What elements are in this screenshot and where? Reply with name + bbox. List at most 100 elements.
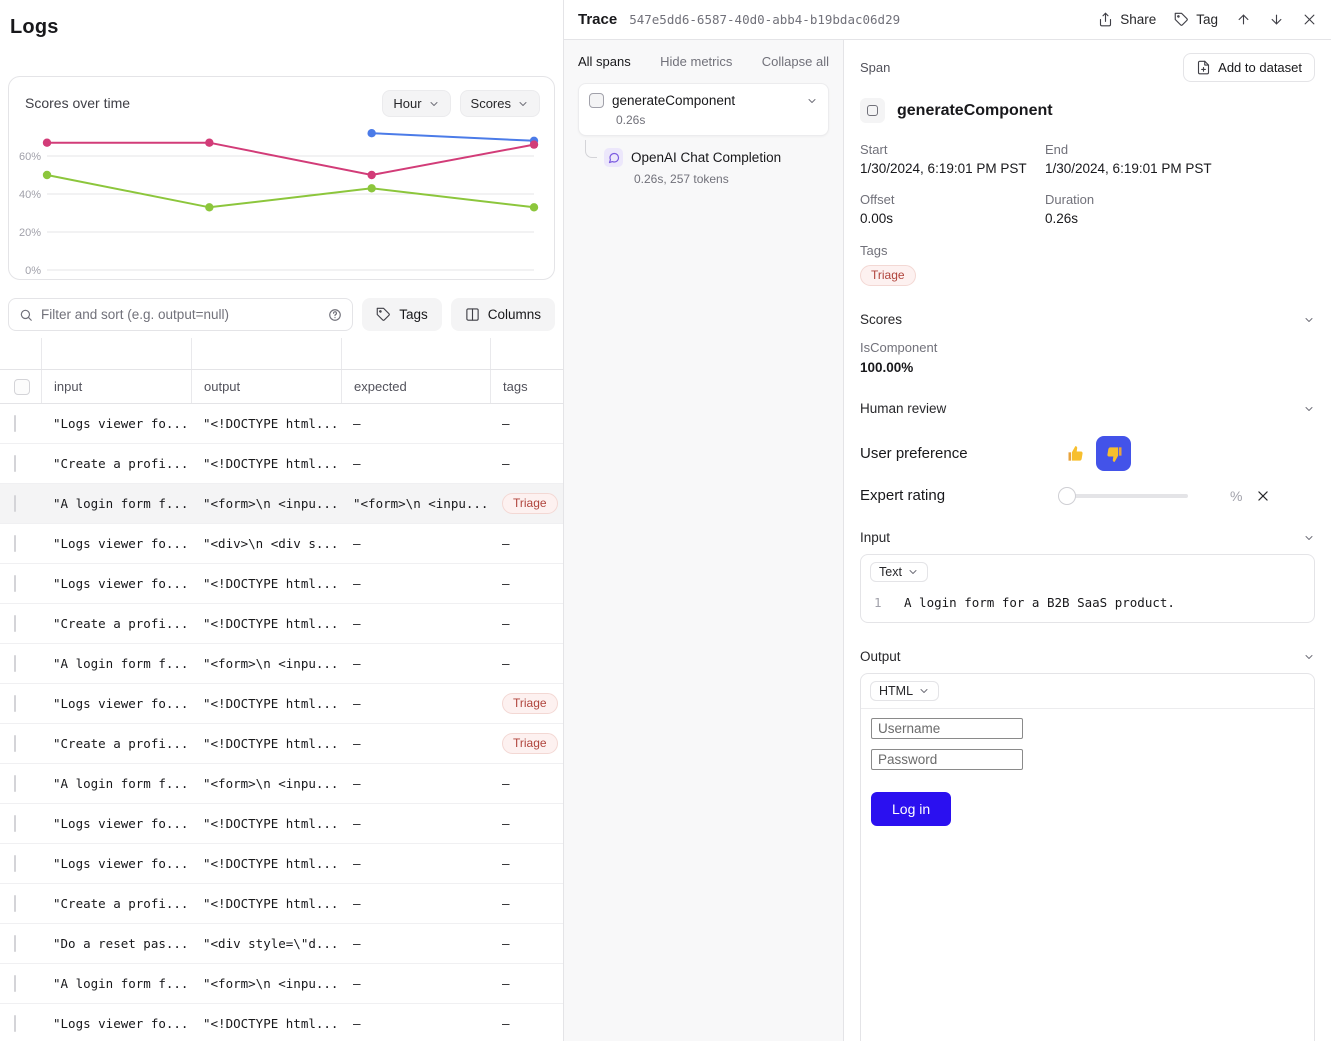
span-tree-root-name: generateComponent <box>612 93 736 108</box>
table-row[interactable]: "Do a reset pas... "<div style=\"d... – – <box>0 924 563 964</box>
chart-point-score-green <box>367 184 376 193</box>
row-checkbox[interactable] <box>14 575 16 592</box>
output-mode-dropdown[interactable]: HTML <box>870 681 940 701</box>
expert-rating-slider[interactable] <box>1058 486 1188 505</box>
cell-output: "<!DOCTYPE html... <box>203 696 339 711</box>
chevron-down-icon <box>920 689 928 693</box>
row-checkbox[interactable] <box>14 855 16 872</box>
share-button[interactable]: Share <box>1098 12 1156 27</box>
table-row[interactable]: "Create a profi... "<!DOCTYPE html... – – <box>0 444 563 484</box>
svg-text:0%: 0% <box>25 265 41 277</box>
tag-pill[interactable]: Triage <box>502 493 558 514</box>
thumbs-down-button[interactable] <box>1096 436 1131 471</box>
table-row[interactable]: "Logs viewer fo... "<!DOCTYPE html... – – <box>0 844 563 884</box>
cell-output: "<!DOCTYPE html... <box>203 816 339 831</box>
table-row[interactable]: "Logs viewer fo... "<!DOCTYPE html... – – <box>0 1004 563 1041</box>
column-header-expected[interactable]: expected <box>341 370 490 403</box>
cell-tags: – <box>502 656 510 671</box>
row-checkbox[interactable] <box>14 495 16 512</box>
table-row[interactable]: "A login form f... "<form>\n <inpu... – – <box>0 764 563 804</box>
end-label: End <box>1045 142 1069 157</box>
row-checkbox[interactable] <box>14 415 16 432</box>
row-checkbox[interactable] <box>14 775 16 792</box>
columns-button[interactable]: Columns <box>450 298 555 331</box>
tag-button[interactable]: Tag <box>1174 12 1218 27</box>
interval-dropdown-label: Hour <box>393 96 422 111</box>
chevron-down-icon[interactable] <box>806 95 818 107</box>
add-to-dataset-button[interactable]: Add to dataset <box>1183 53 1315 82</box>
slider-thumb[interactable] <box>1058 486 1076 505</box>
column-header-output[interactable]: output <box>191 370 341 403</box>
row-checkbox[interactable] <box>14 935 16 952</box>
filter-input[interactable] <box>41 307 321 322</box>
collapse-all-button[interactable]: Collapse all <box>761 54 829 69</box>
preview-username-field[interactable] <box>871 718 1023 739</box>
chevron-down-icon[interactable] <box>1303 403 1315 415</box>
chevron-down-icon[interactable] <box>1303 651 1315 663</box>
table-row[interactable]: "Logs viewer fo... "<!DOCTYPE html... – – <box>0 404 563 444</box>
hide-metrics-button[interactable]: Hide metrics <box>660 54 733 69</box>
cell-expected: – <box>353 856 361 871</box>
table-row[interactable]: "Create a profi... "<!DOCTYPE html... – – <box>0 604 563 644</box>
table-row[interactable]: "Logs viewer fo... "<!DOCTYPE html... – Tri… <box>0 684 563 724</box>
cell-input: "Logs viewer fo... <box>53 536 189 551</box>
column-header-input[interactable]: input <box>41 370 191 403</box>
row-checkbox[interactable] <box>14 615 16 632</box>
next-trace-button[interactable] <box>1269 12 1284 27</box>
row-checkbox[interactable] <box>14 815 16 832</box>
cell-input: "Logs viewer fo... <box>53 1016 189 1031</box>
tag-pill[interactable]: Triage <box>502 733 558 754</box>
table-row[interactable]: "A login form f... "<form>\n <inpu... – – <box>0 644 563 684</box>
chevron-down-icon[interactable] <box>1303 532 1315 544</box>
arrow-up-icon <box>1238 14 1249 25</box>
column-header-tags[interactable]: tags <box>490 370 563 403</box>
close-icon <box>1304 14 1315 25</box>
previous-trace-button[interactable] <box>1236 12 1251 27</box>
table-row[interactable]: "Logs viewer fo... "<!DOCTYPE html... – – <box>0 804 563 844</box>
span-tree-panel: All spans Hide metrics Collapse all gene… <box>564 40 844 1041</box>
chevron-down-icon[interactable] <box>1303 314 1315 326</box>
row-checkbox[interactable] <box>14 535 16 552</box>
duration-label: Duration <box>1045 192 1095 207</box>
table-row[interactable]: "A login form f... "<form>\n <inpu... "<fo… <box>0 484 563 524</box>
span-tree-child[interactable]: OpenAI Chat Completion 0.26s, 257 tokens <box>578 140 829 186</box>
span-tree-root[interactable]: generateComponent 0.26s <box>578 83 829 136</box>
user-preference-label: User preference <box>860 445 968 462</box>
cell-input: "Create a profi... <box>53 736 189 751</box>
clear-rating-icon[interactable] <box>1256 489 1270 503</box>
cell-output: "<!DOCTYPE html... <box>203 576 339 591</box>
select-all-checkbox[interactable] <box>14 378 30 395</box>
cell-expected: – <box>353 576 361 591</box>
help-icon[interactable] <box>328 308 342 322</box>
row-checkbox[interactable] <box>14 455 16 472</box>
all-spans-filter[interactable]: All spans <box>578 54 631 69</box>
row-checkbox[interactable] <box>14 735 16 752</box>
tag-pill[interactable]: Triage <box>502 693 558 714</box>
row-checkbox[interactable] <box>14 655 16 672</box>
expert-rating-label: Expert rating <box>860 487 946 504</box>
table-row[interactable]: "Logs viewer fo... "<!DOCTYPE html... – – <box>0 564 563 604</box>
cell-tags: – <box>502 536 510 551</box>
table-row[interactable]: "Logs viewer fo... "<div>\n <div s... – – <box>0 524 563 564</box>
tag-pill[interactable]: Triage <box>860 265 916 286</box>
row-checkbox[interactable] <box>14 695 16 712</box>
preview-password-field[interactable] <box>871 749 1023 770</box>
cell-tags: – <box>502 416 510 431</box>
table-row[interactable]: "Create a profi... "<!DOCTYPE html... – – <box>0 884 563 924</box>
table-row[interactable]: "Create a profi... "<!DOCTYPE html... – Tri… <box>0 724 563 764</box>
cell-expected: – <box>353 896 361 911</box>
row-checkbox[interactable] <box>14 975 16 992</box>
preview-login-button[interactable]: Log in <box>871 792 952 826</box>
table-row[interactable]: "A login form f... "<form>\n <inpu... – – <box>0 964 563 1004</box>
chevron-down-icon <box>519 101 527 106</box>
input-card: Text 1 A login form for a B2B SaaS produ… <box>860 554 1315 623</box>
metric-dropdown[interactable]: Scores <box>459 90 540 117</box>
thumbs-up-button[interactable] <box>1060 438 1092 470</box>
input-mode-dropdown[interactable]: Text <box>870 562 928 582</box>
interval-dropdown[interactable]: Hour <box>382 90 451 117</box>
tags-button[interactable]: Tags <box>362 298 442 331</box>
input-code[interactable]: A login form for a B2B SaaS product. <box>904 595 1175 610</box>
close-trace-button[interactable] <box>1302 12 1317 27</box>
row-checkbox[interactable] <box>14 895 16 912</box>
row-checkbox[interactable] <box>14 1015 16 1032</box>
